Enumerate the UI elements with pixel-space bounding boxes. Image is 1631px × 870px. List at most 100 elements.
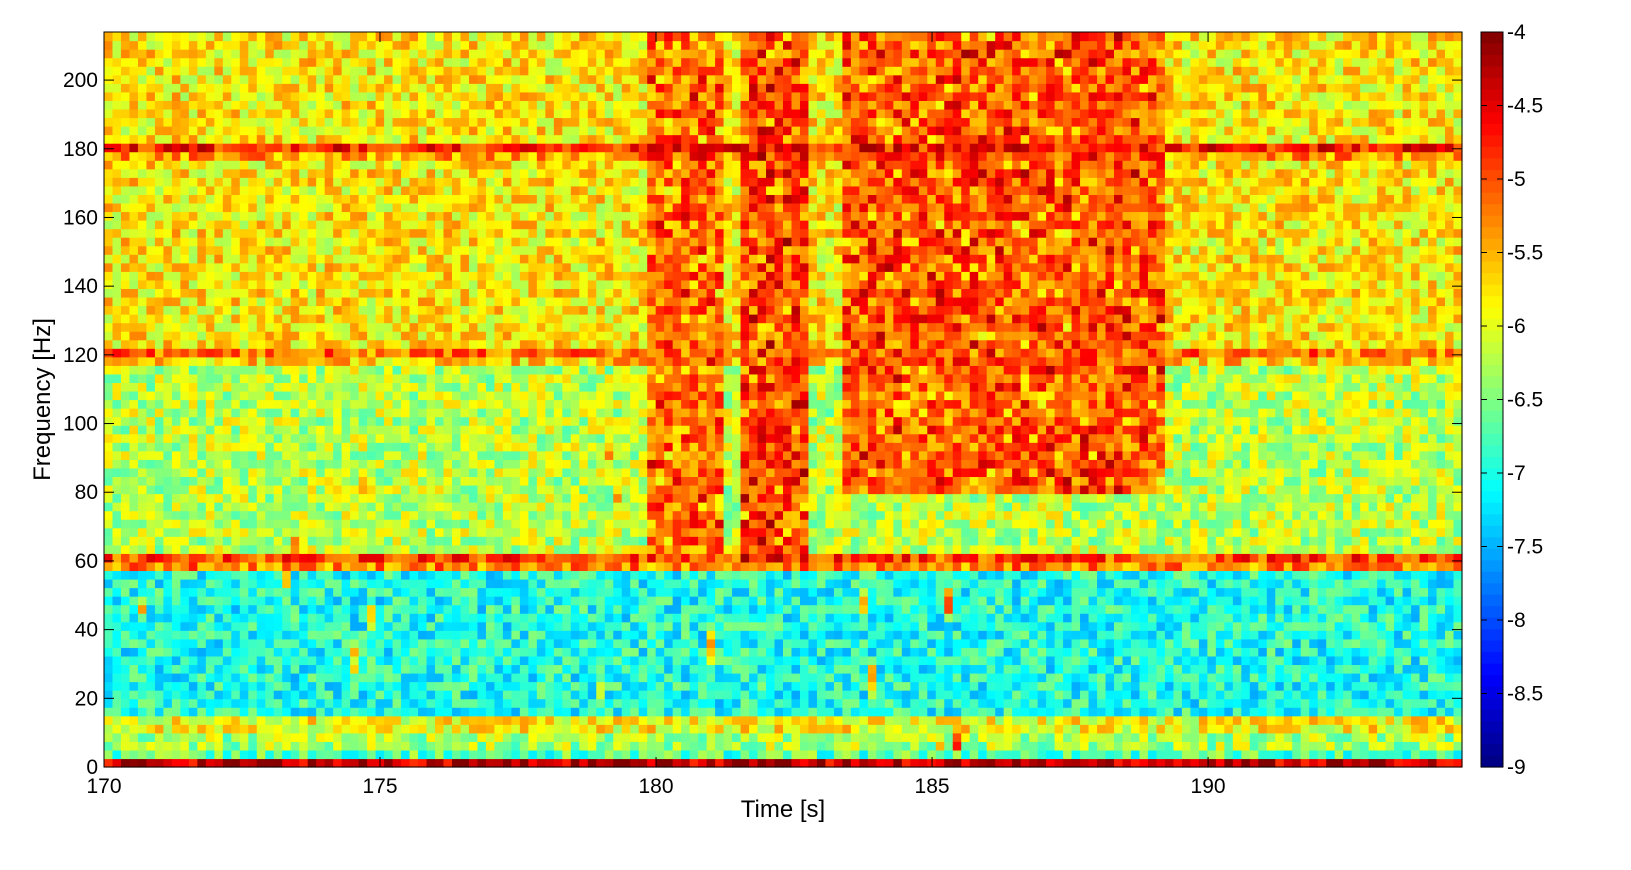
heatmap-cell [562, 416, 572, 426]
heatmap-cell [129, 698, 139, 708]
heatmap-cell [104, 390, 114, 401]
heatmap-cell [180, 596, 190, 606]
heatmap-cell [248, 621, 258, 631]
heatmap-cell [324, 66, 334, 76]
heatmap-cell [435, 91, 445, 101]
heatmap-cell [341, 151, 351, 161]
heatmap-cell [333, 613, 343, 623]
heatmap-cell [358, 698, 368, 708]
heatmap-cell [435, 134, 445, 144]
heatmap-cell [282, 390, 292, 401]
heatmap-cell [587, 74, 597, 84]
heatmap-cell [171, 117, 181, 127]
heatmap-cell [401, 288, 411, 298]
heatmap-cell [545, 741, 555, 751]
heatmap-cell [256, 561, 266, 572]
heatmap-cell [154, 74, 165, 84]
heatmap-cell [205, 544, 215, 554]
heatmap-cell [273, 502, 283, 512]
heatmap-cell [231, 604, 241, 614]
heatmap-cell [468, 83, 479, 93]
heatmap-cell [299, 672, 309, 683]
heatmap-cell [154, 408, 165, 418]
heatmap-cell [112, 467, 122, 478]
heatmap-cell [392, 416, 402, 426]
heatmap-cell [384, 587, 394, 597]
heatmap-cell [154, 630, 165, 640]
heatmap-cell [273, 100, 283, 110]
heatmap-cell [146, 194, 156, 204]
heatmap-cell [384, 749, 394, 760]
heatmap-cell [519, 339, 529, 349]
heatmap-cell [154, 100, 165, 110]
heatmap-cell [579, 484, 589, 495]
heatmap-cell [163, 194, 173, 204]
heatmap-cell [248, 536, 258, 546]
heatmap-cell [401, 459, 411, 469]
heatmap-cell [579, 655, 589, 666]
heatmap-cell [418, 356, 428, 366]
heatmap-cell [324, 74, 334, 84]
heatmap-cell [418, 237, 428, 247]
heatmap-cell [290, 630, 300, 640]
heatmap-cell [248, 544, 258, 554]
heatmap-cell [418, 168, 428, 178]
heatmap-cell [129, 365, 139, 375]
heatmap-cell [502, 442, 512, 452]
heatmap-cell [248, 49, 258, 59]
heatmap-cell [222, 254, 232, 264]
heatmap-cell [154, 185, 165, 195]
heatmap-cell [384, 126, 394, 136]
heatmap-cell [392, 724, 402, 734]
heatmap-cell [120, 108, 131, 119]
heatmap-cell [205, 322, 215, 332]
heatmap-cell [307, 356, 317, 366]
heatmap-cell [435, 237, 445, 247]
heatmap-cell [316, 40, 326, 50]
heatmap-cell [256, 544, 266, 554]
heatmap-cell [120, 758, 131, 768]
heatmap-cell [307, 100, 317, 110]
heatmap-cell [579, 613, 589, 623]
heatmap-cell [401, 587, 411, 597]
heatmap-cell [545, 621, 555, 631]
heatmap-cell [562, 305, 572, 315]
heatmap-cell [256, 254, 266, 264]
heatmap-cell [392, 527, 402, 537]
heatmap-cell [511, 425, 521, 435]
heatmap-cell [129, 66, 139, 76]
heatmap-cell [418, 741, 428, 751]
heatmap-cell [231, 578, 241, 589]
heatmap-cell [367, 681, 377, 691]
heatmap-cell [562, 450, 572, 460]
heatmap-cell [112, 749, 122, 760]
heatmap-cell [536, 587, 546, 597]
heatmap-cell [553, 655, 563, 666]
heatmap-cell [485, 578, 496, 589]
heatmap-cell [180, 382, 190, 392]
heatmap-cell [163, 604, 173, 614]
heatmap-cell [477, 707, 487, 717]
heatmap-cell [409, 450, 419, 460]
heatmap-cell [222, 741, 232, 751]
heatmap-cell [519, 211, 529, 221]
heatmap-cell [545, 698, 555, 708]
heatmap-cell [282, 587, 292, 597]
heatmap-cell [137, 279, 148, 289]
heatmap-cell [443, 194, 453, 204]
heatmap-cell [401, 185, 411, 195]
heatmap-cell [214, 143, 224, 153]
heatmap-cell [137, 356, 148, 366]
heatmap-cell [367, 621, 377, 631]
heatmap-cell [579, 296, 589, 307]
heatmap-cell [120, 416, 131, 426]
heatmap-cell [477, 177, 487, 187]
heatmap-cell [154, 390, 165, 401]
heatmap-cell [171, 425, 181, 435]
heatmap-cell [451, 724, 462, 734]
heatmap-cell [256, 40, 266, 50]
heatmap-cell [146, 143, 156, 153]
heatmap-cell [171, 322, 181, 332]
heatmap-cell [553, 630, 563, 640]
heatmap-cell [528, 117, 538, 127]
